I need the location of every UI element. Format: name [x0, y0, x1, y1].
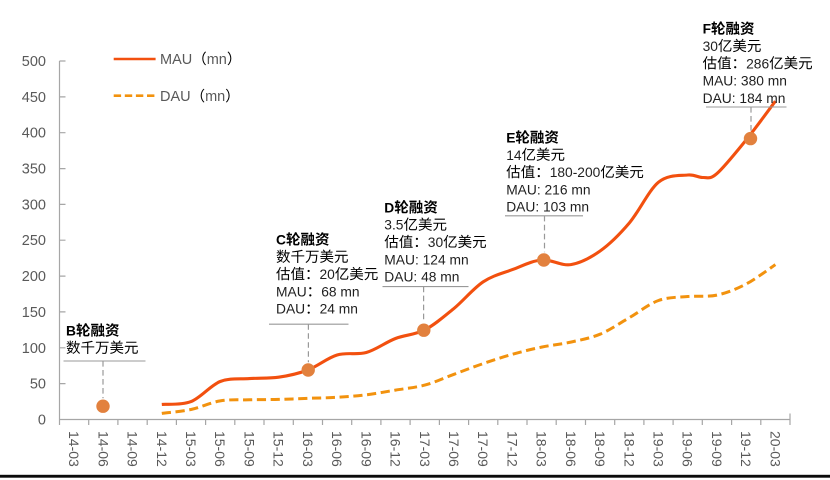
svg-text:19-03: 19-03	[651, 431, 667, 467]
svg-text:300: 300	[22, 197, 46, 213]
svg-text:180-200: 180-200	[550, 165, 601, 180]
svg-text:30: 30	[428, 235, 444, 250]
svg-text:450: 450	[22, 90, 46, 106]
svg-text:0: 0	[38, 413, 46, 429]
svg-text:14-03: 14-03	[66, 431, 82, 467]
svg-text:200: 200	[22, 269, 46, 285]
svg-text:17-03: 17-03	[417, 431, 433, 467]
svg-text:18-03: 18-03	[534, 431, 550, 467]
svg-text:DAU: 48 mn: DAU: 48 mn	[384, 270, 459, 285]
svg-text:3.5: 3.5	[384, 218, 404, 233]
svg-text:15-03: 15-03	[183, 431, 199, 467]
svg-text:17-09: 17-09	[475, 431, 491, 467]
svg-text:15-09: 15-09	[241, 431, 257, 467]
svg-text:50: 50	[30, 377, 46, 393]
svg-text:19-12: 19-12	[738, 431, 754, 467]
svg-text:17-12: 17-12	[504, 431, 520, 467]
svg-text:15-06: 15-06	[212, 431, 228, 467]
svg-text:15-12: 15-12	[271, 431, 287, 467]
svg-text:C: C	[276, 233, 286, 248]
svg-text:16-09: 16-09	[358, 431, 374, 467]
svg-text:MAU: 124 mn: MAU: 124 mn	[384, 252, 468, 267]
svg-text:DAU: 103 mn: DAU: 103 mn	[506, 200, 589, 215]
svg-text:B: B	[66, 324, 76, 339]
svg-text:100: 100	[22, 341, 46, 357]
svg-text:18-06: 18-06	[563, 431, 579, 467]
svg-text:68 mn: 68 mn	[321, 284, 359, 299]
svg-text:14-12: 14-12	[154, 431, 170, 467]
svg-text:20: 20	[320, 267, 336, 282]
svg-text:DAU: DAU	[276, 302, 305, 317]
svg-text:F: F	[703, 22, 711, 37]
svg-text:400: 400	[22, 126, 46, 142]
svg-text:E: E	[506, 131, 515, 146]
svg-text:30: 30	[703, 39, 719, 54]
svg-text:286: 286	[746, 56, 769, 71]
svg-text:mn: mn	[207, 52, 227, 68]
svg-text:mn: mn	[205, 89, 225, 105]
svg-text:D: D	[384, 200, 394, 215]
svg-text:250: 250	[22, 233, 46, 249]
svg-text:24 mn: 24 mn	[320, 302, 358, 317]
svg-text:16-12: 16-12	[388, 431, 404, 467]
svg-text:19-09: 19-09	[709, 431, 725, 467]
svg-text:MAU: 216 mn: MAU: 216 mn	[506, 182, 590, 197]
svg-text:16-03: 16-03	[300, 431, 316, 467]
svg-text:DAU: 184 mn: DAU: 184 mn	[703, 91, 786, 106]
svg-text:16-06: 16-06	[329, 431, 345, 467]
svg-text:DAU: DAU	[160, 89, 191, 105]
svg-text:150: 150	[22, 305, 46, 321]
svg-text:20-03: 20-03	[767, 431, 783, 467]
svg-text:17-06: 17-06	[446, 431, 462, 467]
svg-text:MAU: 380 mn: MAU: 380 mn	[703, 74, 787, 89]
svg-text:MAU: MAU	[276, 284, 307, 299]
svg-text:350: 350	[22, 162, 46, 178]
svg-text:500: 500	[22, 54, 46, 70]
svg-text:18-12: 18-12	[621, 431, 637, 467]
svg-text:14: 14	[506, 148, 522, 163]
svg-text:MAU: MAU	[160, 52, 192, 68]
svg-text:19-06: 19-06	[680, 431, 696, 467]
svg-text:18-09: 18-09	[592, 431, 608, 467]
svg-text:14-09: 14-09	[125, 431, 141, 467]
svg-text:14-06: 14-06	[95, 431, 111, 467]
